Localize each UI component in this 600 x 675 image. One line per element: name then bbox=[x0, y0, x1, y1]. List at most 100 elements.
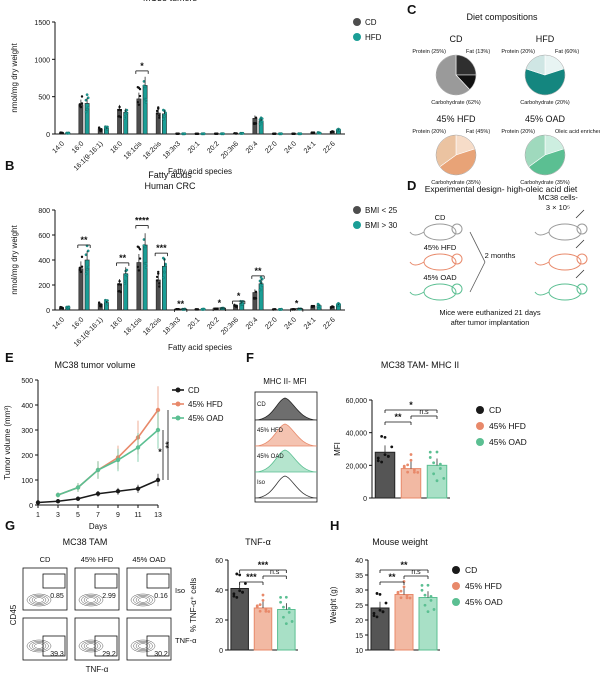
panel-letter-d: D bbox=[407, 178, 416, 193]
flow-contour bbox=[130, 639, 156, 653]
flow-plot-frame bbox=[74, 617, 120, 661]
data-point bbox=[80, 265, 84, 268]
bar-BMI < 25-20:4 bbox=[252, 292, 258, 311]
x-tick-label: 1 bbox=[36, 512, 40, 519]
y-tick-label: 40 bbox=[215, 588, 223, 595]
series-point bbox=[35, 500, 41, 505]
x-tick-label: 24:0 bbox=[283, 140, 298, 155]
significance-label: ** bbox=[400, 560, 408, 570]
flow-gate-value: 2.99 bbox=[102, 593, 116, 600]
significance-label: *** bbox=[246, 572, 257, 582]
legend-label: 45% HFD bbox=[489, 421, 526, 431]
y-tick-label: 800 bbox=[38, 208, 50, 215]
data-point bbox=[80, 95, 84, 98]
flow-column-label: CD bbox=[40, 555, 51, 564]
data-point bbox=[375, 615, 379, 619]
data-point bbox=[438, 467, 442, 470]
syringe bbox=[575, 239, 585, 249]
x-tick-label: 24:1 bbox=[303, 140, 318, 155]
x-tick-label: 13 bbox=[154, 512, 162, 519]
data-point bbox=[163, 270, 166, 274]
legend-label: BMI < 25 bbox=[365, 206, 398, 215]
legend-marker-45% HFD bbox=[476, 422, 484, 430]
flow-contour bbox=[34, 643, 44, 649]
data-point bbox=[241, 590, 244, 594]
legend-label: 45% HFD bbox=[188, 400, 223, 409]
bar-CD-20:4 bbox=[252, 118, 258, 135]
data-point bbox=[375, 592, 379, 595]
legend-marker-45% OAD bbox=[476, 438, 484, 446]
data-point bbox=[235, 572, 239, 576]
y-tick-label: 10 bbox=[355, 648, 363, 655]
data-point bbox=[61, 131, 64, 135]
data-point bbox=[80, 102, 84, 105]
y-tick-label: 60 bbox=[215, 558, 223, 565]
significance-label: ** bbox=[394, 412, 402, 422]
data-point bbox=[155, 109, 159, 113]
data-point bbox=[61, 307, 64, 310]
mouse-tumor-body bbox=[548, 223, 582, 241]
data-point bbox=[157, 270, 160, 274]
chart-title: Fatty acids bbox=[148, 170, 192, 180]
x-tick-label: 5 bbox=[76, 512, 80, 519]
significance-label: n.s bbox=[419, 409, 429, 416]
legend-marker-HFD bbox=[353, 33, 361, 41]
mouse-diet-head bbox=[451, 283, 463, 295]
data-point bbox=[138, 248, 142, 251]
flow-gate bbox=[94, 573, 118, 589]
panel-letter-h: H bbox=[330, 518, 339, 533]
y-tick-label: 0 bbox=[363, 496, 367, 503]
flow-contour bbox=[86, 597, 96, 603]
y-tick-label: 35 bbox=[355, 573, 363, 580]
data-point bbox=[79, 105, 83, 109]
y-tick-label: 600 bbox=[38, 233, 50, 240]
flow-contour bbox=[81, 594, 101, 606]
data-point bbox=[106, 128, 109, 131]
data-point bbox=[420, 588, 424, 592]
pie-slice-label: Fat (13%) bbox=[466, 49, 490, 55]
data-point bbox=[79, 270, 83, 274]
data-point bbox=[386, 455, 390, 458]
data-point bbox=[232, 592, 236, 596]
histogram-label: 45% OAD bbox=[257, 454, 284, 460]
data-point bbox=[293, 132, 296, 135]
data-point bbox=[260, 120, 264, 124]
data-point bbox=[416, 470, 420, 474]
flow-contour bbox=[83, 596, 99, 604]
y-tick-label: 0 bbox=[29, 503, 33, 510]
pie-outline bbox=[435, 54, 477, 96]
data-point bbox=[435, 479, 439, 483]
flow-contour bbox=[83, 642, 99, 650]
data-point bbox=[144, 98, 148, 101]
data-point bbox=[161, 276, 165, 280]
data-point bbox=[258, 122, 262, 126]
histogram-title: MHC II- MFI bbox=[263, 377, 307, 386]
flow-row-label: TNF-α bbox=[175, 636, 197, 645]
x-tick-label: 24:0 bbox=[283, 316, 298, 331]
data-point bbox=[405, 594, 409, 598]
histogram-peak bbox=[254, 397, 318, 421]
legend-label: 45% OAD bbox=[489, 437, 527, 447]
design-title: Experimental design- high-oleic acid die… bbox=[425, 184, 578, 194]
series-point bbox=[75, 496, 81, 501]
data-point bbox=[255, 604, 259, 608]
flow-contour bbox=[34, 597, 44, 603]
chart-title: MC38 tumor volume bbox=[54, 360, 135, 370]
data-point bbox=[67, 131, 71, 135]
x-tick-label: 22:6 bbox=[322, 140, 337, 155]
data-point bbox=[405, 596, 409, 600]
flow-contour bbox=[138, 643, 148, 649]
x-tick-label: 24:1 bbox=[303, 316, 318, 331]
data-point bbox=[380, 460, 384, 464]
y-tick-label: 500 bbox=[21, 378, 33, 385]
data-point bbox=[244, 582, 247, 585]
pie-slice-label: Oleic acid enriched (45%) bbox=[555, 129, 600, 135]
pie-slice-label: Carbohydrate (20%) bbox=[520, 100, 570, 106]
design-note: after tumor implantation bbox=[451, 318, 530, 327]
legend-label: 45% OAD bbox=[465, 597, 503, 607]
series-point bbox=[55, 499, 61, 504]
flow-gate bbox=[94, 635, 118, 657]
series-point bbox=[75, 485, 81, 490]
bar-BMI > 30-18:0 bbox=[123, 273, 129, 311]
data-point bbox=[279, 595, 282, 599]
